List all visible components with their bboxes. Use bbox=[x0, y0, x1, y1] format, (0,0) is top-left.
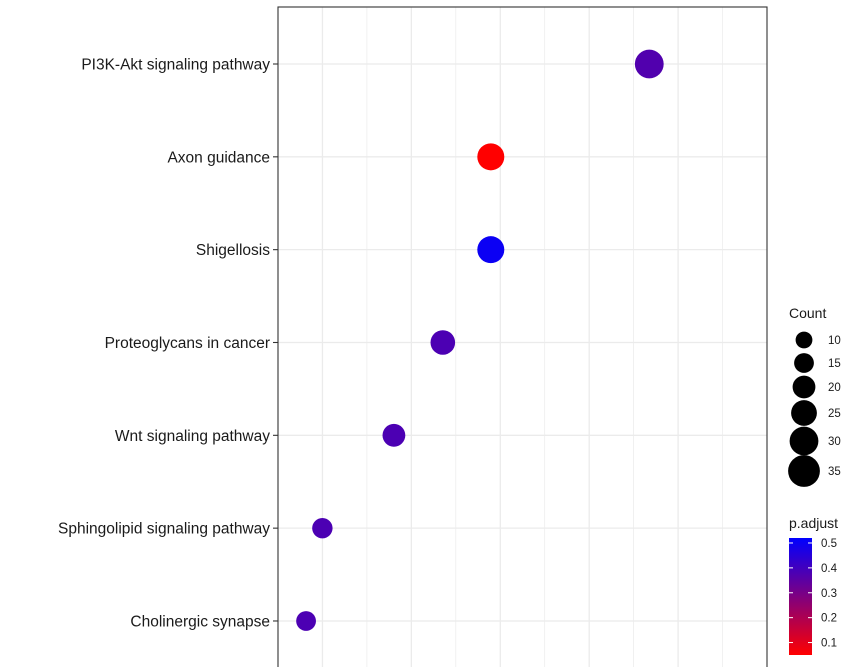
count-legend-label: 25 bbox=[828, 408, 841, 420]
p-adjust-colorbar bbox=[789, 538, 812, 655]
count-legend-label: 10 bbox=[828, 335, 841, 347]
y-axis-tick-label: Cholinergic synapse bbox=[130, 613, 270, 630]
count-legend-key bbox=[788, 455, 820, 487]
y-axis-tick-label: Shigellosis bbox=[196, 242, 270, 259]
count-legend-label: 20 bbox=[828, 382, 841, 394]
data-point bbox=[477, 236, 505, 264]
p-adjust-legend-label: 0.4 bbox=[821, 563, 838, 575]
data-point bbox=[634, 49, 664, 79]
p-adjust-legend-label: 0.2 bbox=[821, 613, 837, 625]
p-adjust-legend-label: 0.5 bbox=[821, 538, 837, 550]
count-legend-label: 15 bbox=[828, 358, 841, 370]
data-point bbox=[382, 423, 406, 447]
y-axis-tick-label: Axon guidance bbox=[167, 149, 270, 166]
data-point bbox=[312, 517, 333, 539]
data-point bbox=[430, 330, 456, 355]
data-point bbox=[296, 611, 316, 631]
p-adjust-legend-label: 0.3 bbox=[821, 588, 837, 600]
y-axis-tick-label: PI3K-Akt signaling pathway bbox=[81, 57, 270, 74]
p-adjust-legend: p.adjust 0.5 0.4 0.3 0.2 0.1 bbox=[789, 515, 838, 655]
count-legend-title: Count bbox=[789, 305, 826, 321]
count-legend: Count 10 15 20 25 30 35 bbox=[788, 305, 841, 487]
count-legend-label: 30 bbox=[828, 436, 841, 448]
panel-border bbox=[277, 6, 768, 672]
points-layer bbox=[296, 49, 664, 631]
y-axis-tick-label: Proteoglycans in cancer bbox=[105, 335, 270, 352]
count-legend-key bbox=[795, 331, 813, 349]
p-adjust-legend-label: 0.1 bbox=[821, 638, 837, 650]
p-adjust-legend-title: p.adjust bbox=[789, 515, 838, 531]
count-legend-key bbox=[794, 353, 814, 373]
count-legend-label: 35 bbox=[828, 466, 841, 478]
grid-layer bbox=[278, 7, 767, 667]
data-point bbox=[477, 143, 505, 171]
count-legend-key bbox=[791, 400, 817, 426]
count-legend-key bbox=[789, 426, 819, 456]
y-axis-tick-label: Sphingolipid signaling pathway bbox=[58, 521, 270, 538]
y-axis-labels: PI3K-Akt signaling pathway Axon guidance S… bbox=[58, 57, 278, 630]
y-axis-tick-label: Wnt signaling pathway bbox=[115, 428, 270, 445]
count-legend-key bbox=[792, 375, 816, 399]
